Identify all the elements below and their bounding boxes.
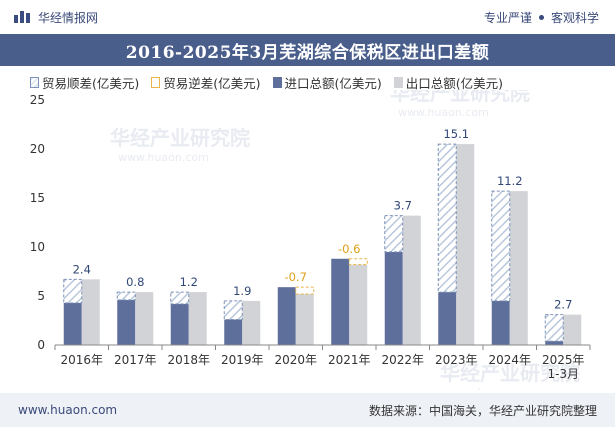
footer: www.huaon.com 数据来源：中国海关，华经产业研究院整理 (0, 393, 615, 427)
watermark-text: 华经产业研究院 (110, 126, 250, 150)
y-tick-label: 0 (37, 338, 45, 352)
bars-layer: 2.4 0.8 1.2 1.9 -0.7 -0.6 3.7 15.1 11.2 2.7 (63, 127, 582, 345)
footer-url[interactable]: www.huaon.com (18, 403, 118, 417)
export-bar (349, 264, 368, 345)
export-bar (242, 300, 261, 345)
import-bar (63, 302, 82, 345)
watermark-text: 华经产业研究院 (390, 90, 530, 105)
y-axis: 0 5 10 15 20 25 (30, 93, 45, 352)
surplus-bar (384, 215, 404, 253)
import-bar (224, 319, 243, 345)
export-bar (509, 191, 528, 345)
chart-title-bar: 2016-2025年3月芜湖综合保税区进出口差额 (0, 34, 615, 66)
x-axis: 2016年 2017年 2018年 2019年 2020年 2021年 2022年 2023年… (54, 344, 591, 381)
bar-chart: 华经产业研究院www.huaon.com华经产业研究院www.huaon.com… (30, 90, 591, 390)
balance-data-label: 3.7 (394, 199, 412, 213)
surplus-bar (491, 190, 511, 302)
legend-item-deficit[interactable]: 贸易逆差(亿美元) (151, 73, 261, 92)
export-bar (188, 292, 207, 345)
x-tick-label: 1-3月 (547, 367, 579, 381)
watermark-layer: 华经产业研究院www.huaon.com华经产业研究院www.huaon.com… (110, 90, 580, 390)
surplus-bar (116, 291, 136, 301)
deficit-bar (348, 258, 368, 266)
export-bar (81, 279, 100, 345)
brand-name: 华经情报网 (38, 10, 99, 25)
y-tick-label: 25 (30, 93, 45, 107)
export-bar (402, 215, 421, 345)
surplus-bar (170, 291, 190, 305)
balance-data-label: 15.1 (443, 127, 469, 141)
footer-source: 数据来源：中国海关，华经产业研究院整理 (368, 403, 597, 418)
watermark-url: www.huaon.com (118, 151, 209, 164)
balance-data-label: 11.2 (497, 174, 523, 188)
chart-title: 2016-2025年3月芜湖综合保税区进出口差额 (125, 42, 490, 63)
x-tick-label: 2023年 (435, 353, 478, 367)
legend-item-import[interactable]: 进口总额(亿美元) (272, 73, 382, 92)
legend-label-import: 进口总额(亿美元) (284, 76, 382, 91)
balance-data-label: 2.7 (554, 298, 572, 312)
export-bar (456, 144, 475, 345)
y-tick-label: 20 (30, 142, 45, 156)
watermark-url: www.huaon.com (398, 106, 489, 119)
surplus-bar (437, 143, 457, 293)
legend-item-surplus[interactable]: 贸易顺差(亿美元) (30, 73, 139, 92)
x-tick-label: 2021年 (328, 353, 371, 367)
import-bar (117, 299, 136, 345)
x-tick-label: 2022年 (381, 353, 424, 367)
separator-dot-icon (538, 14, 544, 20)
import-bar (331, 258, 350, 345)
watermark-text: 华经产业研究院 (440, 361, 580, 385)
deficit-bar (295, 286, 315, 295)
import-bar (491, 300, 510, 345)
balance-data-label: 0.8 (126, 275, 144, 289)
x-tick-label: 2025年 (542, 353, 585, 367)
x-tick-label: 2024年 (488, 353, 531, 367)
slogan: 专业严谨 客观科学 (484, 9, 599, 26)
y-tick-label: 5 (37, 289, 45, 303)
export-bar (563, 314, 582, 345)
export-bar (295, 294, 314, 345)
legend-swatch-surplus (30, 77, 39, 88)
brand[interactable]: 华经情报网 (14, 9, 98, 26)
brand-logo-icon (14, 11, 30, 23)
slogan-left: 专业严谨 (483, 10, 532, 25)
chart-legend: 贸易顺差(亿美元) 贸易逆差(亿美元) 进口总额(亿美元) 出口总额(亿美元) (30, 73, 503, 92)
legend-item-export[interactable]: 出口总额(亿美元) (393, 73, 504, 92)
balance-data-label: -0.6 (338, 242, 360, 256)
legend-swatch-deficit (151, 77, 161, 88)
watermark-url: www.huaon.com (448, 386, 539, 390)
balance-data-label: 2.4 (73, 262, 91, 276)
slogan-right: 客观科学 (550, 10, 599, 25)
import-bar (277, 287, 296, 345)
legend-label-surplus: 贸易顺差(亿美元) (42, 76, 140, 91)
x-tick-label: 2016年 (60, 353, 103, 367)
legend-swatch-export (393, 77, 403, 88)
y-tick-label: 15 (30, 191, 45, 205)
balance-data-label: 1.9 (233, 284, 251, 298)
x-tick-label: 2017年 (114, 353, 157, 367)
import-bar (545, 341, 564, 345)
x-tick-label: 2019年 (221, 353, 264, 367)
legend-label-export: 出口总额(亿美元) (405, 76, 504, 91)
balance-data-label: -0.7 (285, 270, 307, 284)
legend-swatch-import (272, 77, 282, 88)
x-tick-label: 2020年 (274, 353, 317, 367)
x-tick-label: 2018年 (167, 353, 210, 367)
top-bar: 华经情报网 专业严谨 客观科学 (0, 0, 615, 34)
legend-label-deficit: 贸易逆差(亿美元) (163, 76, 261, 91)
surplus-bar (544, 314, 564, 342)
surplus-bar (223, 300, 243, 321)
import-bar (384, 251, 403, 345)
import-bar (170, 303, 189, 345)
import-bar (438, 292, 457, 345)
y-tick-label: 10 (30, 240, 45, 254)
export-bar (135, 292, 154, 345)
balance-data-label: 1.2 (180, 275, 198, 289)
surplus-bar (63, 278, 83, 304)
